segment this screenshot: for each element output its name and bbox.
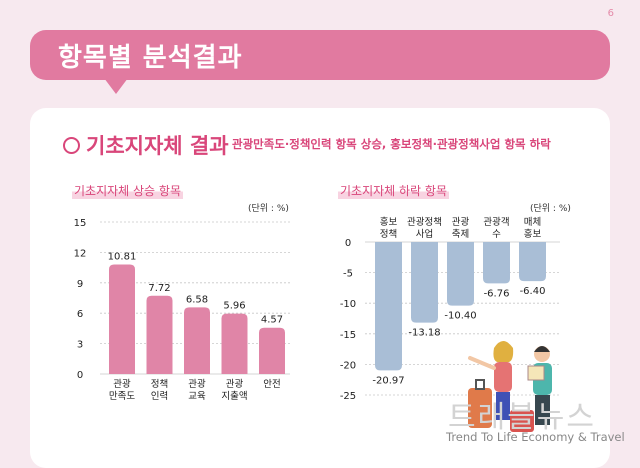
y-tick-label: 12 [74, 248, 87, 259]
page-number: 6 [607, 8, 614, 19]
y-tick-label: -10 [340, 299, 356, 310]
y-tick-label: 15 [74, 218, 87, 229]
data-label: 10.81 [108, 251, 137, 262]
bag-icon [510, 410, 534, 432]
x-tick-label: 정책 [151, 379, 168, 390]
section-title: 기초지자체 결과 [86, 134, 229, 158]
data-label: -6.76 [484, 288, 510, 299]
person-legs-icon [496, 392, 510, 420]
chart-title-decrease: 기초지자체 하락 항목 [338, 182, 449, 199]
watermark-logo: 트래블뉴스 [448, 400, 596, 435]
y-tick-label: -15 [340, 330, 356, 341]
x-tick-label: 정책 [380, 229, 397, 240]
bar [447, 242, 474, 306]
x-tick-label: 관광 [113, 378, 131, 390]
x-tick-label: 인력 [151, 390, 168, 402]
section-subtitle: 관광만족도·정책인력 항목 상승, 홍보정책·관광정책사업 항목 하락 [232, 137, 551, 151]
data-label: 6.58 [186, 294, 208, 305]
y-tick-label: 0 [77, 370, 83, 381]
watermark-tagline: Trend To Life Economy & Travel [446, 430, 625, 444]
data-label: 5.96 [223, 301, 245, 312]
person-legs-icon [535, 395, 550, 425]
x-tick-label: 관광 [226, 378, 244, 390]
bar [375, 242, 402, 371]
suitcase-icon [468, 388, 492, 428]
unit-label-decrease: (단위 : %) [530, 204, 571, 214]
data-label: 4.57 [261, 315, 283, 326]
x-tick-label: 안전 [263, 379, 280, 390]
bar [519, 242, 546, 282]
banner-title: 항목별 분석결과 [58, 43, 243, 73]
bar [184, 307, 210, 374]
data-label: 7.72 [148, 283, 170, 294]
bar [109, 264, 135, 374]
y-tick-label: 9 [77, 279, 83, 290]
bar [483, 242, 510, 284]
person-body-icon [494, 362, 512, 392]
person-hair-icon [534, 346, 550, 352]
x-tick-label: 교육 [188, 391, 206, 402]
y-tick-label: 6 [77, 309, 83, 320]
unit-label-increase: (단위 : %) [248, 204, 289, 214]
x-tick-label: 관광객 [483, 216, 509, 228]
data-label: -20.97 [372, 375, 404, 386]
y-tick-label: -25 [340, 391, 356, 402]
chart-title-increase: 기초지자체 상승 항목 [72, 182, 183, 199]
bar [146, 295, 173, 374]
charts-svg: 1512963010.81관광만족도7.72정책인력6.58관광교육5.96관광… [74, 216, 560, 432]
banner-pointer [104, 78, 128, 94]
x-tick-label: 관광정책 [407, 216, 442, 228]
x-tick-label: 관광 [188, 378, 206, 390]
y-tick-label: -20 [340, 360, 356, 371]
suitcase-handle [475, 379, 485, 390]
x-tick-label: 홍보 [524, 228, 542, 240]
bar [221, 313, 248, 374]
x-tick-label: 관광 [452, 216, 470, 228]
person-hair-icon [493, 341, 514, 362]
y-tick-label: 0 [345, 238, 351, 249]
x-tick-label: 사업 [416, 228, 433, 240]
y-tick-label: -5 [343, 269, 353, 280]
bar [259, 327, 285, 374]
header-banner: 항목별 분석결과 [30, 30, 610, 80]
data-label: -6.40 [520, 286, 546, 297]
map-icon [527, 365, 545, 381]
y-tick-label: 3 [77, 340, 83, 351]
x-tick-label: 홍보 [380, 216, 398, 228]
x-tick-label: 축제 [452, 229, 469, 240]
x-tick-label: 수 [492, 229, 501, 240]
x-tick-label: 지출액 [221, 390, 247, 402]
x-tick-label: 만족도 [109, 391, 135, 402]
data-label: -13.18 [408, 328, 440, 339]
person-arm-icon [468, 356, 496, 370]
bullet-circle-icon [63, 137, 80, 154]
data-label: -10.40 [444, 311, 476, 322]
bar [411, 242, 438, 323]
x-tick-label: 매체 [524, 217, 541, 228]
